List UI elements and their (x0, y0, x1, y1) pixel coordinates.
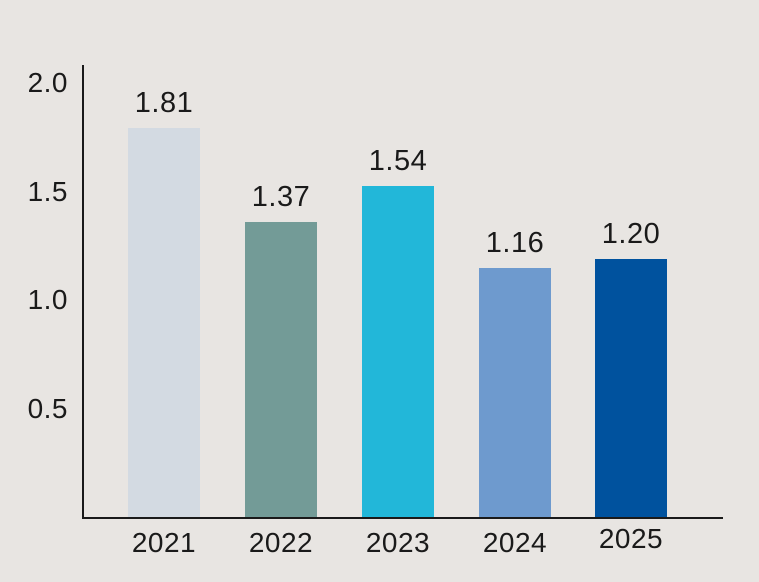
y-tick-label: 2.0 (27, 67, 68, 98)
y-tick-label: 1.0 (27, 284, 68, 315)
bar-2025 (595, 259, 667, 517)
y-tick-label: 0.5 (27, 392, 68, 424)
value-label: 1.37 (251, 181, 311, 213)
value-label: 1.16 (485, 227, 545, 259)
bar-2021 (128, 128, 200, 517)
x-tick-label: 2021 (131, 527, 197, 558)
x-tick-label: 2023 (365, 527, 431, 558)
bar-2024 (479, 268, 551, 517)
x-tick-label: 2022 (248, 527, 314, 558)
value-label: 1.81 (134, 87, 194, 119)
value-label: 1.20 (601, 218, 661, 250)
value-label: 1.54 (368, 145, 428, 177)
x-axis-line (82, 517, 723, 519)
x-tick-label: 2024 (482, 527, 548, 558)
bar-2022 (245, 222, 317, 517)
bar-2023 (362, 186, 434, 517)
y-tick-label: 1.5 (27, 175, 68, 207)
y-axis-line (82, 65, 84, 519)
x-tick-label: 2025 (598, 523, 664, 554)
